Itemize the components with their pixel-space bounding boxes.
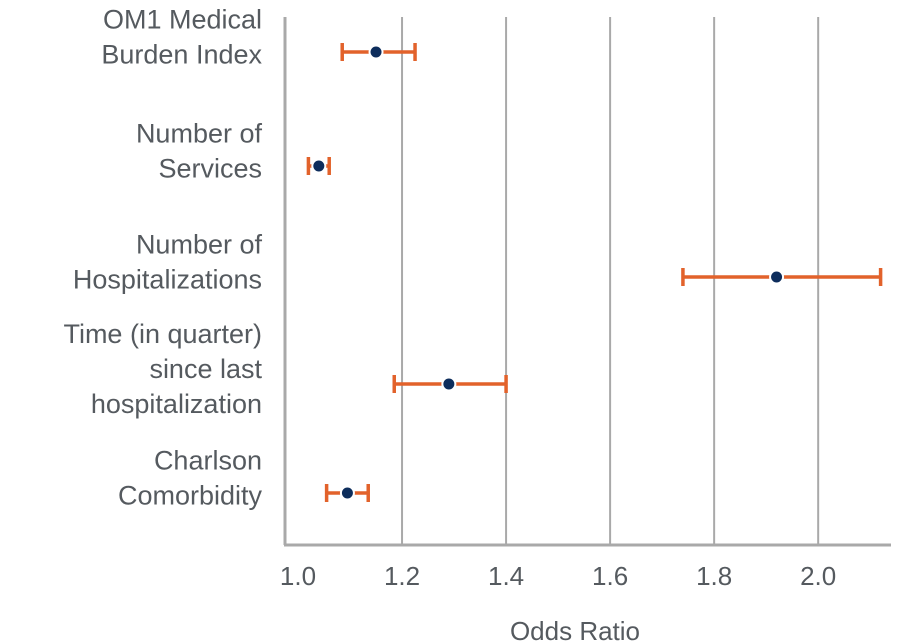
x-tick-label: 1.0 [280, 561, 316, 591]
category-label: Charlson Comorbidity [118, 446, 263, 511]
category-label-line: Number of [136, 230, 263, 260]
x-tick-label: 1.6 [592, 561, 628, 591]
x-tick-labels: 1.0 1.2 1.4 1.6 1.8 2.0 [280, 561, 836, 591]
category-label-line: since last [149, 354, 262, 384]
point-estimate [341, 487, 353, 499]
category-label-line: Hospitalizations [73, 265, 262, 295]
category-label-line: OM1 Medical [103, 5, 262, 35]
category-label-line: Services [158, 154, 262, 184]
category-label-line: hospitalization [91, 389, 262, 419]
point-estimate [443, 378, 455, 390]
point-estimate [771, 271, 783, 283]
x-axis-title: Odds Ratio [510, 616, 640, 644]
category-labels: OM1 Medical Burden Index Number of Services… [63, 5, 262, 511]
x-tick-label: 1.8 [696, 561, 732, 591]
category-label: Number of Services [136, 119, 263, 184]
estimates [306, 43, 883, 502]
category-label: Number of Hospitalizations [73, 230, 263, 295]
gridlines [401, 17, 820, 545]
point-estimate [370, 46, 382, 58]
x-tick-label: 1.2 [384, 561, 420, 591]
category-label-line: Time (in quarter) [63, 319, 262, 349]
category-label-line: Comorbidity [118, 481, 263, 511]
category-label: Time (in quarter) since last hospitalizati… [63, 319, 262, 419]
category-label-line: Number of [136, 119, 263, 149]
category-label: OM1 Medical Burden Index [101, 5, 262, 70]
x-tick-label: 2.0 [800, 561, 836, 591]
category-label-line: Burden Index [101, 40, 262, 70]
category-label-line: Charlson [154, 446, 262, 476]
point-estimate [313, 160, 325, 172]
x-tick-label: 1.4 [488, 561, 524, 591]
